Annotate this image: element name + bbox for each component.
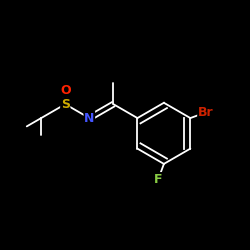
Text: O: O [60, 84, 70, 97]
Text: S: S [61, 98, 70, 111]
Text: Br: Br [198, 106, 214, 119]
Text: N: N [84, 112, 94, 124]
Text: F: F [154, 173, 162, 186]
